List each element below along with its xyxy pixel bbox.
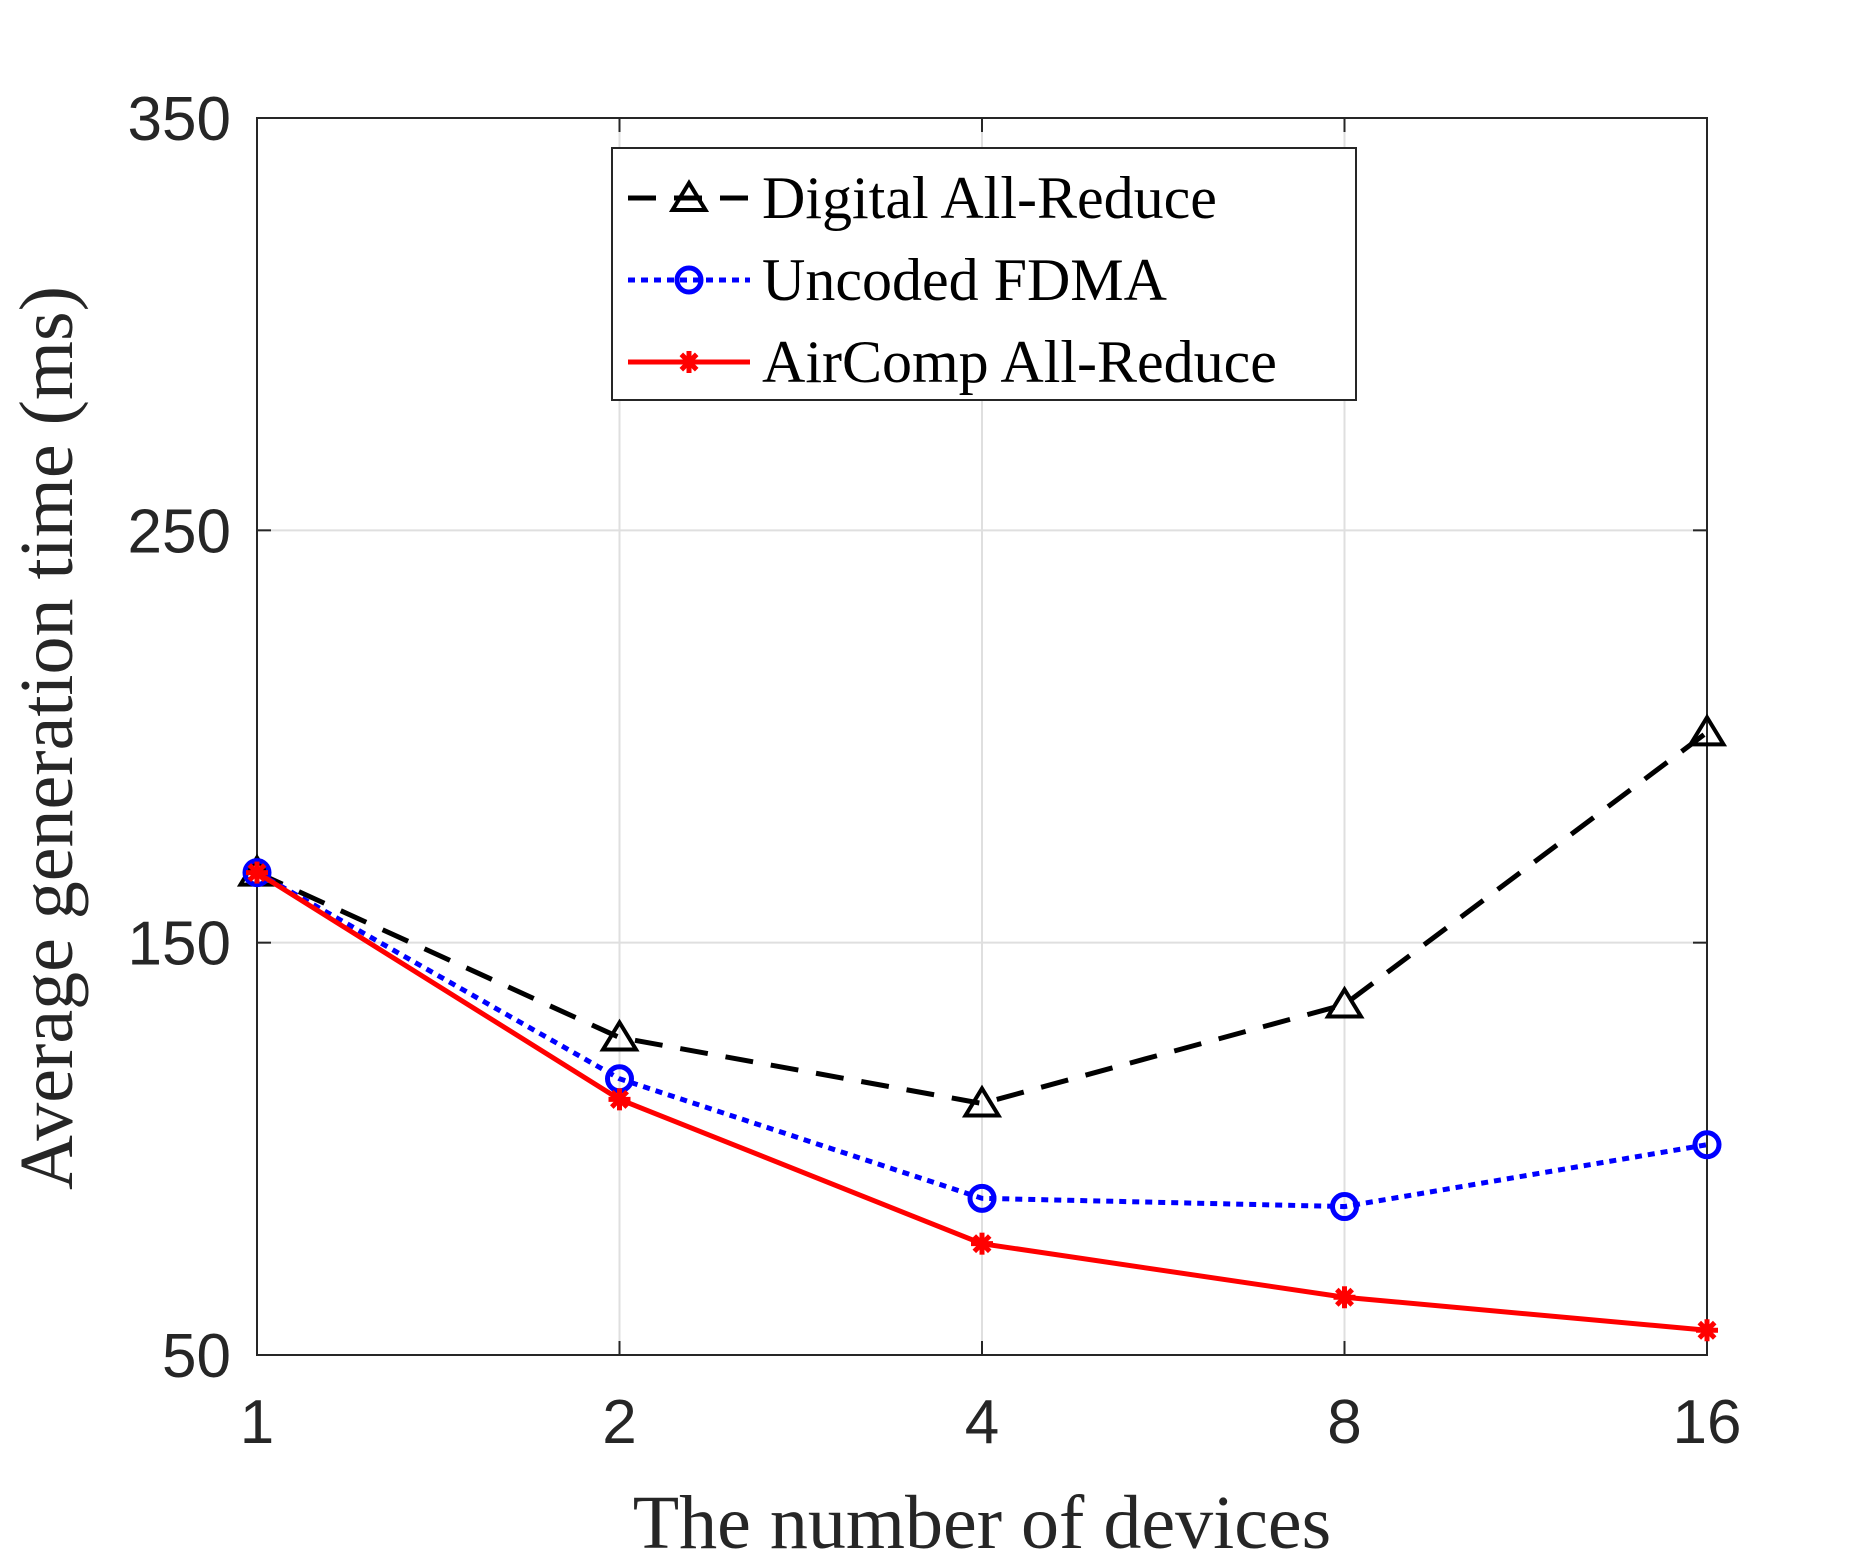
y-tick-label: 150 [128,910,231,979]
data-point-circle [674,265,704,295]
x-tick-label: 2 [602,1388,636,1457]
data-point-triangle [599,1018,640,1052]
x-tick-label: 16 [1673,1388,1742,1457]
data-point-circle [967,1183,997,1213]
data-point-asterisk [1696,1319,1718,1342]
data-point-asterisk [971,1232,993,1255]
series-layer [236,713,1728,1342]
data-point-asterisk [1333,1286,1356,1309]
y-tick-label: 50 [162,1322,231,1391]
series-line-digital-all-reduce [255,730,1709,1107]
x-tick-label: 4 [965,1388,999,1457]
x-axis-title: The number of devices [633,1481,1332,1563]
data-point-triangle [1686,713,1728,747]
series-line-uncoded-fdma [255,870,1708,1210]
legend-label: AirComp All-Reduce [762,329,1277,395]
data-point-circle [1692,1130,1722,1160]
legend-box [611,147,1357,401]
data-point-circle [1330,1192,1359,1222]
data-point-triangle [961,1084,1003,1118]
data-point-asterisk [608,1088,631,1111]
legend-label: Uncoded FDMA [762,247,1167,313]
data-point-asterisk [246,861,268,884]
y-axis-title: Average generation time (ms) [5,286,89,1190]
data-point-asterisk [678,351,700,373]
y-tick-label: 250 [128,497,231,566]
axis-ticks: 1 2 4 8 16 50 150 250 350 [128,85,1742,1457]
y-tick-label: 350 [128,85,231,154]
x-tick-label: 8 [1327,1388,1361,1457]
data-point-triangle [1324,985,1365,1019]
legend-label: Digital All-Reduce [762,165,1217,231]
x-tick-label: 1 [240,1388,274,1457]
data-point-triangle [668,179,710,212]
data-point-circle [242,858,272,888]
legend: Digital All-Reduce Uncoded FDMA AirComp Al… [611,147,1357,401]
